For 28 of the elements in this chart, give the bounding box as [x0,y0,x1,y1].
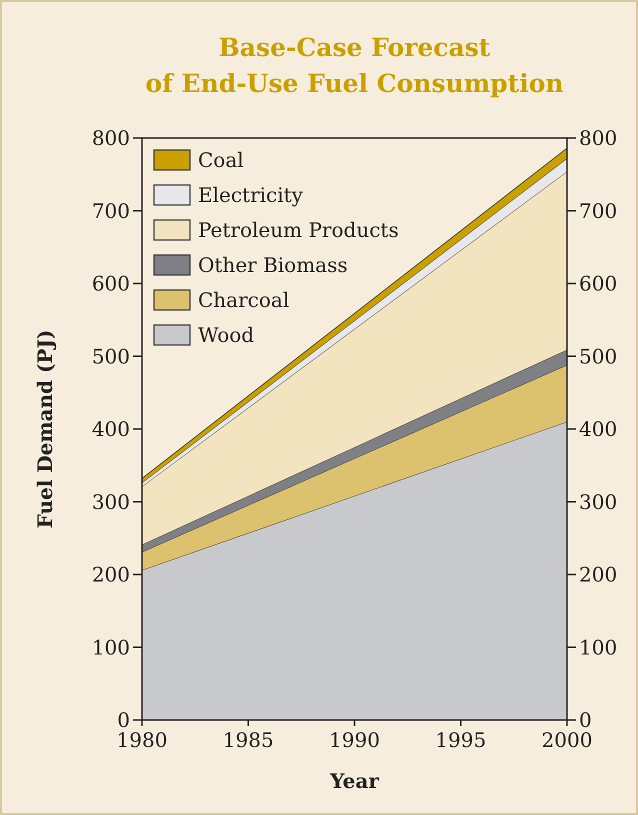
x-tick-label: 1995 [435,728,486,752]
y-tick-label: 500 [92,344,130,368]
legend-label: Electricity [198,183,304,207]
legend-label: Other Biomass [198,253,348,277]
y-tick-label: 800 [92,126,130,150]
y-tick-label: 700 [92,198,130,223]
legend-label: Coal [198,148,244,172]
x-tick-label: 1990 [329,728,380,752]
legend-label: Charcoal [198,288,290,312]
legend-label: Wood [198,323,254,347]
legend-label: Petroleum Products [198,218,399,242]
y2-tick-label: 200 [579,562,618,586]
y-tick-label: 600 [92,272,130,296]
x-tick-label: 1985 [222,728,274,752]
y-tick-label: 400 [92,417,130,441]
y-tick-label: 300 [92,490,130,514]
y-axis-title: Fuel Demand (PJ) [33,330,57,528]
y2-tick-label: 700 [579,198,618,223]
x-axis-title: Year [329,769,380,793]
y2-tick-label: 800 [579,126,618,150]
y2-tick-label: 100 [579,635,618,660]
y-tick-label: 100 [92,635,130,660]
y-tick-label: 200 [92,562,130,586]
y2-tick-label: 400 [579,417,618,441]
y2-tick-label: 600 [579,272,618,296]
y2-tick-label: 500 [579,344,618,368]
chart-title: Base-Case Forecast of End-Use Fuel Consumption [145,33,564,98]
y2-tick-label: 300 [579,490,618,514]
